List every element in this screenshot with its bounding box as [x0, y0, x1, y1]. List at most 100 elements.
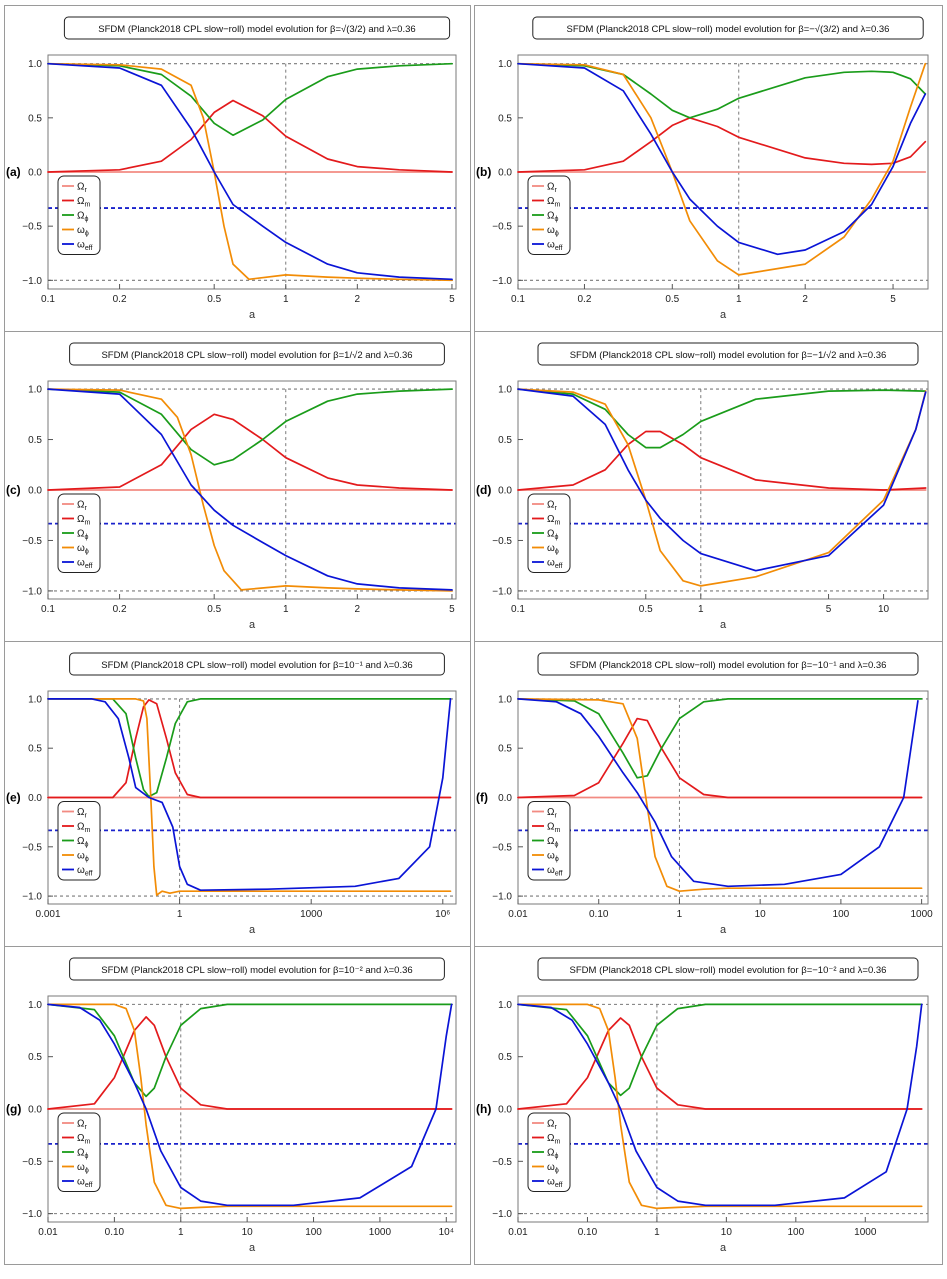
x-axis-label: a: [720, 619, 727, 631]
x-axis-label: a: [720, 309, 727, 321]
y-tick-label: 1.0: [498, 1000, 512, 1011]
legend-subscript: ϕ: [84, 216, 88, 223]
legend-label: Ωr: [77, 807, 87, 820]
series-line-4: [47, 698, 452, 896]
y-tick-label: 1.0: [498, 694, 512, 705]
x-tick-label: 1: [654, 1227, 660, 1238]
y-tick-label: −0.5: [22, 842, 42, 853]
series-line-5: [517, 698, 919, 888]
x-tick-label: 10: [721, 1227, 733, 1238]
series-line-5: [517, 388, 927, 572]
legend-box: [527, 175, 571, 255]
series-line-3: [47, 1003, 453, 1098]
legend-label: Ωϕ: [77, 211, 88, 224]
y-tick-label: −1.0: [492, 586, 512, 597]
legend-label: ωϕ: [547, 543, 559, 556]
x-tick-label: 10: [755, 909, 767, 920]
x-tick-label: 0.2: [113, 604, 127, 615]
x-tick-label: 0.5: [665, 294, 679, 305]
chart-title-box: [537, 342, 919, 366]
y-tick-label: 0.5: [28, 744, 42, 755]
panel-label: (c): [6, 483, 21, 497]
x-tick-label: 0.2: [113, 294, 127, 305]
y-tick-label: 0.5: [498, 435, 512, 446]
series-line-4: [517, 1003, 923, 1210]
legend-subscript: ϕ: [555, 231, 559, 238]
legend-label: ωϕ: [77, 851, 89, 864]
y-tick-label: 0.0: [28, 168, 42, 179]
x-tick-label: 5: [890, 294, 896, 305]
x-axis-label: a: [720, 924, 727, 936]
x-tick-label: 1: [736, 294, 742, 305]
legend-label: Ωr: [77, 500, 87, 513]
legend-box: [527, 493, 571, 573]
legend-label: ωϕ: [77, 1162, 89, 1175]
y-tick-label: 0.5: [28, 113, 42, 124]
series-line-5: [47, 62, 453, 281]
series-line-5: [517, 62, 927, 256]
x-tick-label: 0.001: [35, 909, 60, 920]
chart-panel-e: SFDM (Planck2018 CPL slow−roll) model ev…: [4, 641, 471, 947]
legend-subscript: r: [554, 813, 557, 820]
y-tick-label: −1.0: [22, 276, 42, 287]
y-tick-label: −0.5: [22, 222, 42, 233]
legend-subscript: eff: [555, 245, 563, 252]
x-tick-label: 1000: [369, 1227, 392, 1238]
series-line-2: [517, 116, 927, 173]
x-tick-label: 10: [242, 1227, 254, 1238]
y-tick-label: 1.0: [28, 59, 42, 70]
y-tick-label: 1.0: [28, 1000, 42, 1011]
chart-title: SFDM (Planck2018 CPL slow−roll) model ev…: [101, 965, 412, 976]
panel-label: (g): [6, 1102, 21, 1116]
panel-label: (a): [6, 165, 21, 179]
legend-label: Ωϕ: [547, 211, 558, 224]
y-tick-label: 0.0: [498, 1105, 512, 1116]
y-tick-label: 0.5: [498, 1052, 512, 1063]
y-tick-label: 0.0: [498, 793, 512, 804]
legend-subscript: m: [554, 520, 560, 527]
legend-box: [57, 175, 101, 255]
legend-subscript: r: [554, 505, 557, 512]
y-tick-label: 1.0: [28, 694, 42, 705]
x-axis-label: a: [720, 1242, 727, 1254]
legend-subscript: ϕ: [555, 856, 559, 863]
x-tick-label: 0.5: [639, 604, 653, 615]
legend-box: [527, 1112, 571, 1192]
legend-label: Ωϕ: [77, 529, 88, 542]
y-tick-label: −1.0: [492, 1209, 512, 1220]
x-tick-label: 0.2: [577, 294, 591, 305]
x-tick-label: 0.01: [38, 1227, 58, 1238]
y-tick-label: 0.5: [498, 744, 512, 755]
panel-border: [4, 946, 471, 1265]
chart-title-box: [537, 652, 919, 676]
x-tick-label: 1: [177, 909, 183, 920]
series-line-2: [47, 699, 452, 799]
legend-label: ωϕ: [547, 1162, 559, 1175]
y-tick-label: −1.0: [22, 1209, 42, 1220]
x-tick-label: 5: [449, 294, 455, 305]
y-tick-label: 0.0: [498, 486, 512, 497]
panel-border: [4, 331, 471, 642]
x-tick-label: 5: [449, 604, 455, 615]
legend-label: Ωϕ: [77, 836, 88, 849]
legend-subscript: ϕ: [555, 549, 559, 556]
panel-border: [4, 5, 471, 332]
legend-subscript: eff: [85, 563, 93, 570]
x-tick-label: 2: [355, 604, 361, 615]
legend-subscript: eff: [85, 245, 93, 252]
panel-label: (d): [476, 483, 491, 497]
x-tick-label: 0.5: [207, 604, 221, 615]
x-tick-label: 10: [878, 604, 890, 615]
y-tick-label: 1.0: [498, 59, 512, 70]
chart-title-box: [537, 957, 919, 981]
panel-border: [474, 641, 943, 947]
chart-panel-d: SFDM (Planck2018 CPL slow−roll) model ev…: [474, 331, 943, 642]
chart-title-box: [69, 342, 445, 366]
legend-subscript: m: [554, 1139, 560, 1146]
series-line-4: [517, 698, 923, 893]
series-line-2: [517, 1017, 923, 1110]
chart-panel-b: SFDM (Planck2018 CPL slow−roll) model ev…: [474, 5, 943, 332]
chart-title: SFDM (Planck2018 CPL slow−roll) model ev…: [570, 350, 887, 361]
chart-title-box: [63, 16, 451, 40]
